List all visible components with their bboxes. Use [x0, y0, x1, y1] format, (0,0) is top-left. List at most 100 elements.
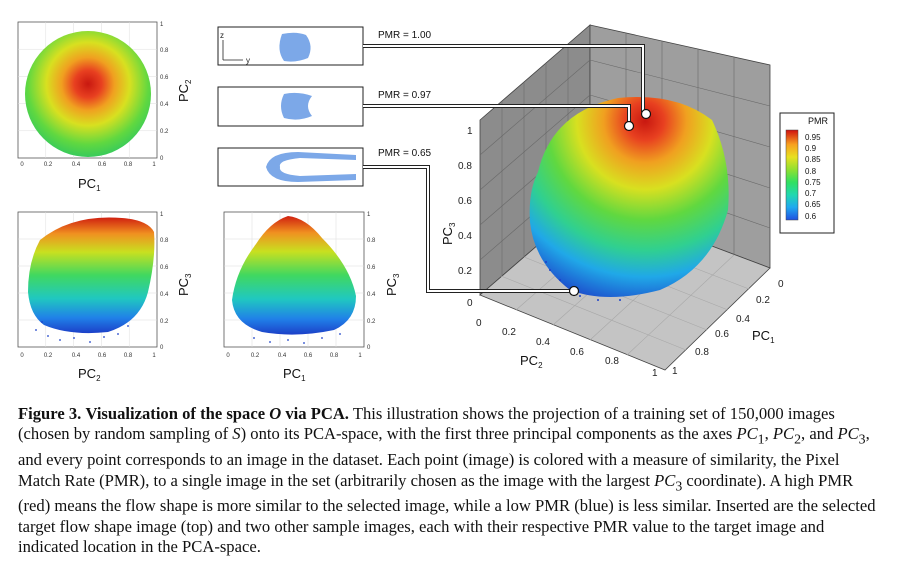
y-tick-label: 0.4 [160, 102, 169, 108]
pmr-point-cloud [232, 216, 356, 335]
x-tick-label: 0.6 [98, 162, 107, 168]
leader-line-pmr-097 [363, 105, 630, 124]
x-tick-label: 0.8 [124, 162, 133, 168]
pc3-tick-label: 0.4 [458, 231, 472, 242]
pc3-tick-label: 0.8 [458, 161, 472, 172]
pmr-value-label: PMR = 1.00 [378, 30, 432, 41]
x-tick-label: 1 [152, 353, 156, 359]
pmr-legend: PMR 0.95 0.9 0.85 0.8 0.75 0.7 0.65 0.6 [779, 112, 835, 234]
x-axis-label: PC1 [78, 176, 101, 193]
x-tick-label: 0 [226, 353, 230, 359]
x-tick-label: 0.8 [330, 353, 339, 359]
pc3-tick-label: 0.6 [458, 196, 472, 207]
legend-title: PMR [808, 116, 829, 126]
leader-line-pmr-100 [363, 45, 644, 112]
legend-value: 0.95 [805, 133, 821, 142]
pc2-tick-label: 0.2 [502, 327, 516, 338]
caption-title: Visualization of the space O via PCA. [85, 404, 349, 423]
y-axis-label: y [246, 56, 250, 65]
pc1-tick-label: 0.8 [695, 347, 709, 358]
pc2-tick-label: 1 [652, 368, 658, 379]
y-tick-label: 0.6 [160, 75, 169, 81]
pc1-tick-label: 1 [672, 366, 678, 377]
y-tick-label: 0.6 [160, 265, 169, 271]
caption-label: Figure 3. [18, 404, 82, 423]
y-tick-label: 1 [367, 212, 371, 218]
scatter-outliers [35, 321, 129, 343]
sample-image-pmr-097: PMR = 0.97 [217, 86, 432, 127]
pmr-point-cloud [28, 217, 155, 334]
axis-triad [222, 40, 243, 61]
figure-caption: Figure 3. Visualization of the space O v… [18, 404, 876, 557]
y-axis-label: PC3 [384, 273, 401, 296]
y-tick-label: 0 [160, 156, 164, 162]
marker-pmr-100 [640, 108, 652, 120]
scatter-outliers [253, 333, 341, 344]
y-tick-label: 0 [367, 345, 371, 351]
legend-value: 0.8 [805, 167, 817, 176]
x-tick-label: 0.4 [72, 353, 81, 359]
pca-3d-plot: 1 0.8 0.6 0.4 0.2 0 0 0.2 0.4 0.6 0.8 1 … [440, 24, 784, 379]
legend-value: 0.6 [805, 212, 817, 221]
legend-value: 0.85 [805, 155, 821, 164]
pmr-point-cloud [25, 31, 151, 157]
panel-pc1-pc3: 0 0.2 0.4 0.6 0.8 1 1 0.8 0.6 0.4 0.2 0 … [223, 211, 401, 383]
pc2-tick-label: 0.8 [605, 356, 619, 367]
pmr-value-label: PMR = 0.97 [378, 90, 432, 101]
x-tick-label: 0.8 [124, 353, 133, 359]
pc1-tick-label: 0.2 [756, 295, 770, 306]
x-tick-label: 1 [152, 162, 156, 168]
pc1-tick-label: 0 [778, 279, 784, 290]
flow-shape [266, 152, 356, 182]
panel-frame [223, 211, 365, 348]
scatter-outliers [545, 261, 621, 301]
z-axis-label: z [220, 31, 224, 40]
legend-colorbar [785, 129, 799, 221]
pmr-point-cloud [529, 96, 729, 297]
pc1-axis-label: PC1 [752, 328, 775, 345]
sample-image-pmr-065: PMR = 0.65 [217, 147, 432, 187]
x-tick-label: 0.2 [44, 353, 53, 359]
legend-value: 0.7 [805, 189, 817, 198]
sample-image-pmr-100: z y PMR = 1.00 [217, 26, 432, 66]
pc1-tick-label: 0.6 [715, 329, 729, 340]
pc2-tick-label: 0.4 [536, 337, 550, 348]
pmr-value-label: PMR = 0.65 [378, 148, 432, 159]
x-axis-label: PC2 [78, 366, 101, 383]
panel-frame [17, 211, 158, 348]
x-tick-label: 0.2 [44, 162, 53, 168]
x-tick-label: 0.4 [72, 162, 81, 168]
y-axis-label: PC3 [176, 273, 193, 296]
panel-pc1-pc2: 0 0.2 0.4 0.6 0.8 1 1 0.8 0.6 0.4 0.2 0 … [17, 21, 193, 193]
caption-text: This illustration shows the projection o… [18, 404, 835, 444]
y-tick-label: 0.4 [367, 292, 376, 298]
x-tick-label: 0 [20, 162, 24, 168]
figure-3-illustration: 0 0.2 0.4 0.6 0.8 1 1 0.8 0.6 0.4 0.2 0 … [17, 21, 835, 383]
pc3-tick-label: 0 [467, 298, 473, 309]
pc3-tick-label: 0.2 [458, 266, 472, 277]
y-tick-label: 0.8 [160, 48, 169, 54]
pc2-tick-label: 0.6 [570, 347, 584, 358]
y-tick-label: 0.4 [160, 292, 169, 298]
x-axis-label: PC1 [283, 366, 306, 383]
legend-value: 0.75 [805, 178, 821, 187]
flow-shape [281, 92, 312, 120]
y-tick-label: 0.2 [367, 319, 376, 325]
x-tick-label: 0.6 [304, 353, 313, 359]
leader-lines [363, 44, 645, 293]
pc3-tick-label: 1 [467, 126, 473, 137]
pc1-tick-label: 0.4 [736, 314, 750, 325]
panel-frame [17, 21, 158, 159]
x-tick-label: 0.2 [251, 353, 260, 359]
y-tick-label: 1 [160, 22, 164, 28]
pc2-axis-label: PC2 [520, 353, 543, 370]
leader-line-pmr-065 [363, 166, 572, 292]
y-tick-label: 0.2 [160, 319, 169, 325]
x-tick-label: 1 [358, 353, 362, 359]
y-tick-label: 0.2 [160, 129, 169, 135]
y-tick-label: 0.8 [160, 238, 169, 244]
pc2-tick-label: 0 [476, 318, 482, 329]
y-tick-label: 0.8 [367, 238, 376, 244]
x-tick-label: 0.6 [98, 353, 107, 359]
y-axis-label: PC2 [176, 79, 193, 102]
